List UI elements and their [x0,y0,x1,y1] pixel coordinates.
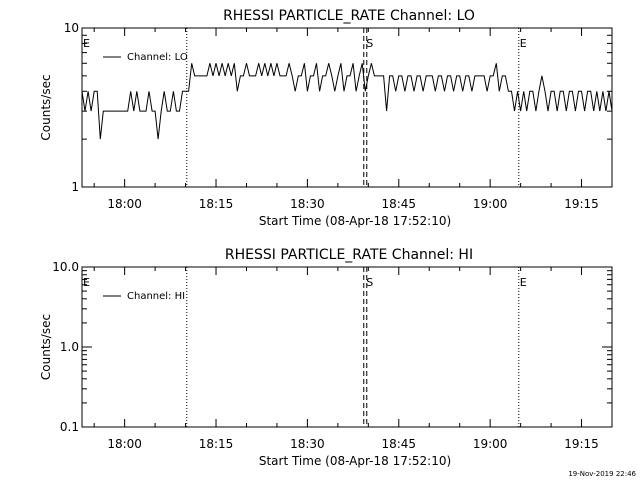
x-tick-label: 18:15 [199,437,234,451]
x-tick-label: 18:30 [290,437,325,451]
y-axis-label: Counts/sec [39,74,53,140]
plot-timestamp: 19-Nov-2019 22:46 [568,470,636,478]
y-tick-label: 1 [71,180,79,194]
event-marker-label: E [520,276,527,289]
lo-channel-panel: RHESSI PARTICLE_RATE Channel: LO Start Ti… [39,8,613,228]
series-line-0 [81,63,613,140]
chart-title: RHESSI PARTICLE_RATE Channel: LO [223,8,475,24]
plot-frame [81,27,613,188]
x-tick-label: 19:15 [564,437,599,451]
y-tick-label: 1.0 [60,340,79,354]
x-tick-label: 18:45 [381,437,416,451]
legend-label: Channel: LO [127,52,188,63]
chart-title: RHESSI PARTICLE_RATE Channel: HI [225,247,473,263]
x-tick-label: 18:30 [290,197,325,211]
x-tick-label: 19:00 [473,197,508,211]
x-tick-label: 18:45 [381,197,416,211]
hi-channel-panel: RHESSI PARTICLE_RATE Channel: HI Start Ti… [39,247,613,468]
x-tick-label: 19:15 [564,197,599,211]
x-tick-label: 18:00 [107,197,142,211]
x-tick-label: 19:00 [473,437,508,451]
event-marker-label: E [83,37,90,50]
event-marker-label: E [520,37,527,50]
legend-label: Channel: HI [127,291,185,302]
y-tick-label: 10.0 [52,260,79,274]
x-tick-label: 18:15 [199,197,234,211]
x-axis-label: Start Time (08-Apr-18 17:52:10) [259,454,451,468]
y-axis-label: Counts/sec [39,314,53,380]
event-marker-label: S [366,276,373,289]
event-marker-label: E [83,276,90,289]
x-axis-label: Start Time (08-Apr-18 17:52:10) [259,214,451,228]
y-tick-label: 10 [64,21,79,35]
x-tick-label: 18:00 [107,437,142,451]
event-marker-label: S [366,37,373,50]
y-tick-label: 0.1 [60,420,79,434]
